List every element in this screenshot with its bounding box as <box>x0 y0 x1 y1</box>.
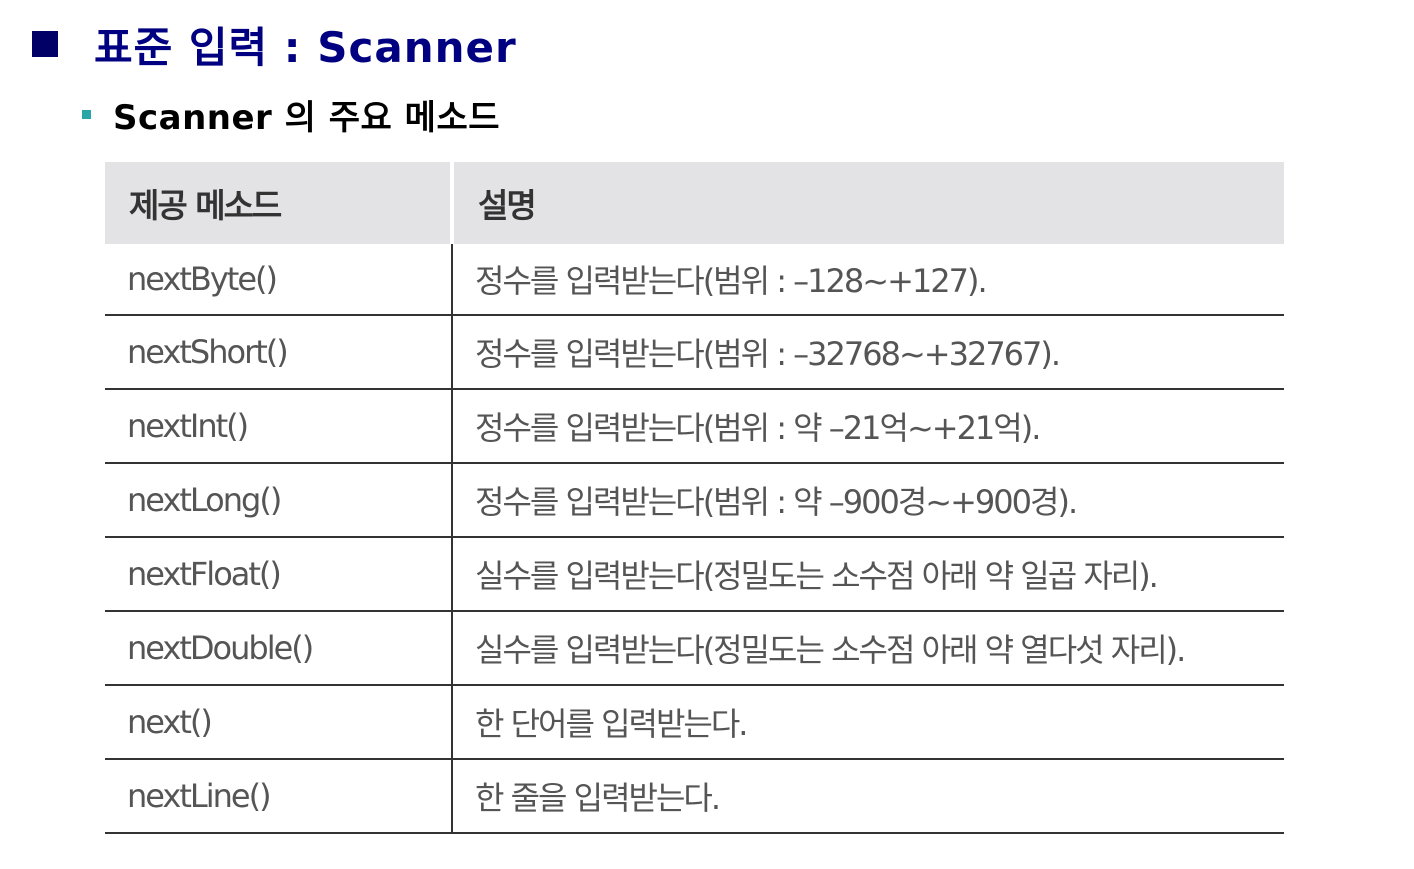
description-cell: 실수를 입력받는다(정밀도는 소수점 아래 약 열다섯 자리). <box>452 611 1284 686</box>
method-cell: nextInt() <box>105 389 453 464</box>
method-cell: nextLine() <box>105 759 453 834</box>
method-cell: nextDouble() <box>105 611 453 686</box>
method-cell: nextFloat() <box>105 537 453 612</box>
description-cell: 한 단어를 입력받는다. <box>452 685 1284 760</box>
slide-title-row: 표준 입력 : Scanner <box>32 12 517 76</box>
method-cell: nextLong() <box>105 463 453 538</box>
description-cell: 정수를 입력받는다(범위 : 약 –21억~+21억). <box>452 389 1284 464</box>
method-cell: next() <box>105 685 453 760</box>
description-cell: 정수를 입력받는다(범위 : –128~+127). <box>452 244 1284 316</box>
table-row: nextShort() 정수를 입력받는다(범위 : –32768~+32767… <box>105 315 1284 390</box>
description-cell: 한 줄을 입력받는다. <box>452 759 1284 834</box>
header-description: 설명 <box>452 162 1284 244</box>
method-cell: nextByte() <box>105 244 453 316</box>
square-bullet-icon <box>32 31 58 57</box>
slide-subtitle-row: Scanner 의 주요 메소드 <box>82 88 500 140</box>
slide-title: 표준 입력 : Scanner <box>94 22 517 72</box>
table-row: nextLong() 정수를 입력받는다(범위 : 약 –900경~+900경)… <box>105 463 1284 538</box>
description-cell: 정수를 입력받는다(범위 : 약 –900경~+900경). <box>452 463 1284 538</box>
small-square-bullet-icon <box>82 109 91 119</box>
table-row: nextFloat() 실수를 입력받는다(정밀도는 소수점 아래 약 일곱 자… <box>105 537 1284 612</box>
header-method: 제공 메소드 <box>105 162 454 244</box>
table-row: nextLine() 한 줄을 입력받는다. <box>105 759 1284 834</box>
table-header-row: 제공 메소드 설명 <box>105 162 1284 244</box>
table-row: nextDouble() 실수를 입력받는다(정밀도는 소수점 아래 약 열다섯… <box>105 611 1284 686</box>
table-row: next() 한 단어를 입력받는다. <box>105 685 1284 760</box>
method-cell: nextShort() <box>105 315 453 390</box>
description-cell: 실수를 입력받는다(정밀도는 소수점 아래 약 일곱 자리). <box>452 537 1284 612</box>
slide-subtitle: Scanner 의 주요 메소드 <box>113 97 501 138</box>
description-cell: 정수를 입력받는다(범위 : –32768~+32767). <box>452 315 1284 390</box>
table-row: nextInt() 정수를 입력받는다(범위 : 약 –21억~+21억). <box>105 389 1284 464</box>
scanner-methods-table: 제공 메소드 설명 nextByte() 정수를 입력받는다(범위 : –128… <box>105 162 1284 834</box>
table-row: nextByte() 정수를 입력받는다(범위 : –128~+127). <box>105 244 1284 316</box>
